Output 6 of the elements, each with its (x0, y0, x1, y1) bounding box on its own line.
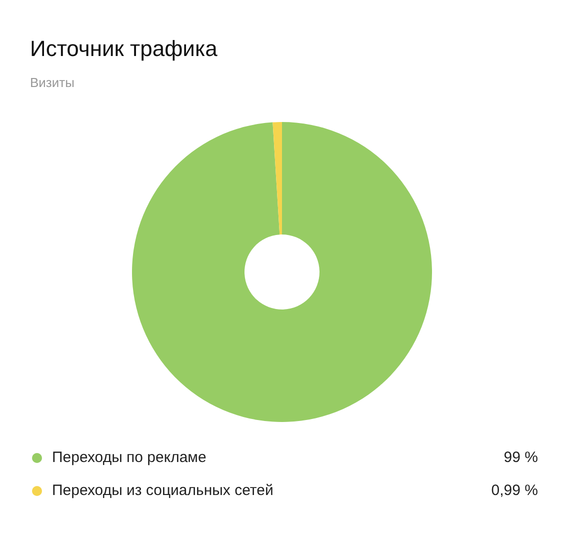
data-label: 0,99 % (491, 481, 538, 501)
data-label: 99 % (504, 448, 538, 468)
legend-label: Переходы по рекламе (52, 448, 206, 468)
chart-subtitle: Визиты (30, 75, 74, 90)
legend-label: Переходы из социальных сетей (52, 481, 274, 501)
chart-title: Источник трафика (30, 36, 218, 62)
